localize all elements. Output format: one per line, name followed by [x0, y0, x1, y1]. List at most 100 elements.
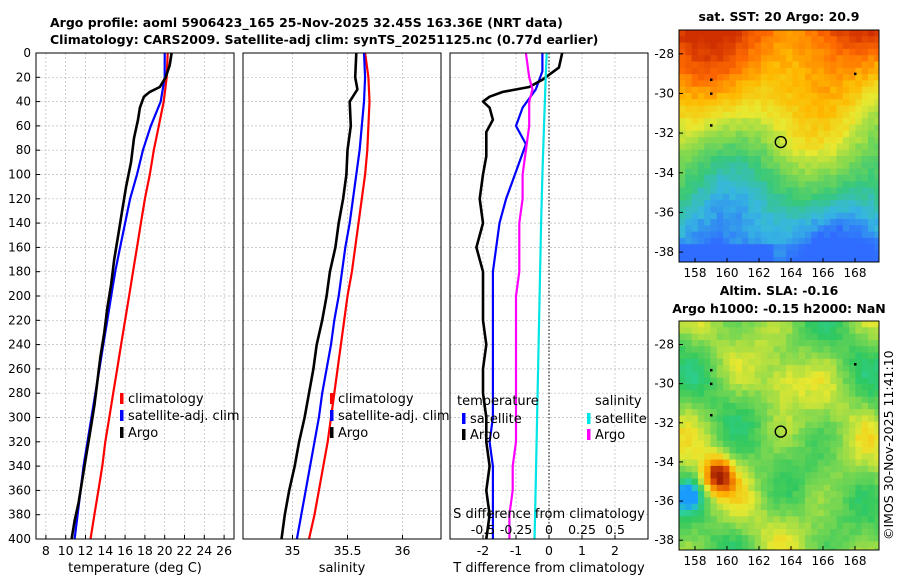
sst_map-cell: [792, 99, 800, 106]
sst_map-cell: [723, 105, 730, 113]
sla_map-cell: [691, 384, 699, 391]
sla_map-cell: [748, 333, 755, 341]
sst_map-cell: [779, 105, 787, 113]
sla_map-cell: [830, 541, 837, 549]
sst_map-cell: [817, 181, 825, 188]
sst_map-cell: [742, 30, 749, 37]
sla_map-cell: [729, 333, 737, 341]
sst_map-cell: [798, 61, 806, 69]
sla_map-cell: [685, 528, 692, 536]
sst_map-cell: [792, 36, 800, 43]
sst_map-ytick-label: -36: [654, 205, 674, 219]
sla_map-cell: [760, 541, 768, 549]
sst_map-cell: [754, 118, 762, 125]
sst_map-cell: [735, 143, 743, 151]
sla_map-cell: [823, 421, 831, 429]
sst_map-cell: [742, 162, 749, 169]
sla_map-cell: [691, 421, 699, 429]
sst_map-cell: [767, 30, 774, 37]
sla_map-cell: [704, 390, 711, 397]
sla_map-cell: [823, 510, 831, 517]
sla_map-cell: [823, 377, 831, 385]
sla_map-cell: [685, 453, 692, 460]
sst_map-cell: [874, 48, 879, 56]
sla_map-cell: [842, 365, 850, 372]
sla_map-cell: [861, 333, 869, 341]
sla_map-cell: [792, 365, 800, 372]
sst_map-cell: [849, 55, 856, 62]
sst_map-cell: [817, 42, 825, 50]
sla_map-cell: [773, 358, 781, 366]
sst_map-cell: [842, 124, 850, 132]
sla_map-cell: [830, 358, 837, 366]
sla_map-cell: [773, 491, 781, 498]
sst_map-cell: [861, 219, 869, 226]
sst_map-cell: [710, 124, 718, 132]
sla_map-cell: [817, 535, 825, 542]
sla_map-cell: [823, 415, 831, 423]
sst_map-cell: [685, 168, 692, 176]
sla_map-cell: [792, 327, 800, 334]
sst_map-cell: [710, 143, 718, 151]
sla_map-cell: [760, 465, 768, 473]
sla_map-cell: [849, 478, 856, 486]
sla_map-cell: [704, 321, 711, 328]
sla_map-cell: [748, 327, 755, 334]
sst_map-cell: [704, 168, 711, 176]
sla_map-cell: [710, 484, 718, 492]
sla_map-cell: [760, 440, 768, 448]
sla_map-cell: [716, 434, 724, 442]
sst_map-cell: [729, 86, 737, 94]
sla_map-cell: [874, 465, 879, 473]
sla_map-cell: [710, 428, 718, 435]
sla_map-cell: [754, 384, 762, 391]
sst_map-cell: [742, 168, 749, 176]
sla_map-cell: [855, 453, 863, 460]
sla_map-cell: [868, 327, 875, 334]
sst_map-cell: [729, 168, 737, 176]
sla_map-cell: [754, 503, 762, 511]
sst_map-cell: [849, 250, 856, 258]
sla_map-cell: [742, 440, 749, 448]
temperature-xtick-label: 20: [157, 543, 173, 558]
sla_map-cell: [723, 409, 730, 416]
sla_map-cell: [779, 384, 787, 391]
sla_map-cell: [786, 503, 793, 511]
sst_map-cell: [691, 174, 699, 182]
sst_map-cell: [710, 74, 718, 81]
sst_map-cell: [805, 149, 812, 157]
sla_map-cell: [735, 434, 743, 442]
sst_map-cell: [855, 187, 863, 195]
sla_map-cell: [773, 484, 781, 492]
sla_map-cell: [811, 497, 818, 505]
sla_map-cell: [817, 352, 825, 360]
sst_map-cell: [836, 74, 844, 81]
sst_map-cell: [742, 256, 749, 262]
sla_map-cell: [685, 478, 692, 486]
sla_map-cell: [779, 447, 787, 454]
sst_map-cell: [836, 187, 844, 195]
temperature-legend-label: Argo: [128, 426, 158, 441]
sla_map-cell: [773, 478, 781, 486]
sla_map-cell: [817, 409, 825, 416]
sst_map-cell: [729, 231, 737, 239]
sla_map-cell: [830, 459, 837, 467]
sla_map-cell: [760, 528, 768, 536]
sst_map-cell: [874, 219, 879, 226]
sla_map-cell: [779, 522, 787, 530]
sla_map-ytick-label: -28: [654, 337, 674, 351]
sla_map-cell: [874, 333, 879, 341]
sla_map-cell: [760, 510, 768, 517]
sst_map-cell: [868, 162, 875, 169]
sst_map-cell: [697, 137, 705, 144]
sst_map-cell: [729, 193, 737, 201]
sla_map-cell: [697, 421, 705, 429]
sla_map-cell: [735, 516, 743, 523]
sst_map-cell: [861, 168, 869, 176]
sst_map-cell: [710, 42, 718, 50]
sla_map-cell: [723, 459, 730, 467]
sst_map-cell: [760, 80, 768, 88]
sla_map-cell: [842, 516, 850, 523]
sst_map-cell: [823, 30, 831, 37]
sst_map-cell: [836, 61, 844, 69]
